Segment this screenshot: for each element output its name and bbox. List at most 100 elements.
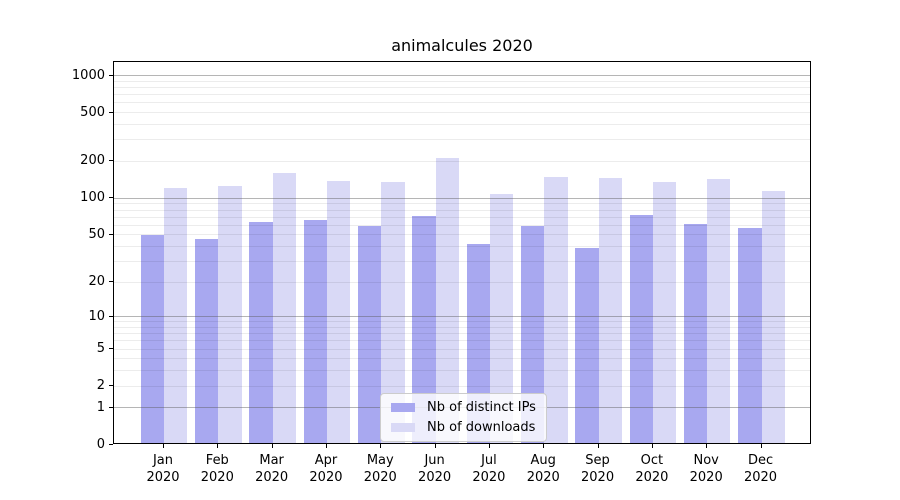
x-tick-label-dec: Dec 2020 [743,453,778,485]
bar-downloads-oct [652,182,677,443]
gridline-600 [114,102,810,104]
y-tick-label-5: 5 [96,341,105,357]
y-tick-label-0: 0 [96,437,105,452]
x-tick-label-oct: Oct 2020 [635,453,669,485]
bar-distinct-ips-may [357,225,382,443]
bar-distinct-ips-nov [683,223,708,443]
y-tick-label-10: 10 [88,308,105,324]
x-tick-oct [651,444,653,448]
gridline-9 [114,321,810,323]
y-tick-label-500: 500 [80,104,105,120]
gridline-50 [114,234,810,236]
gridline-800 [114,87,810,89]
x-tick-label-nov: Nov 2020 [689,453,723,485]
y-tick-label-1000: 1000 [71,67,105,83]
x-tick-dec [760,444,762,448]
y-tick-500 [109,111,113,113]
legend-label-distinct-ips: Nb of distinct IPs [427,400,536,415]
y-tick-1000 [109,74,113,76]
y-tick-5 [109,348,113,350]
gridline-60 [114,224,810,226]
gridline-200 [114,160,810,162]
legend-entry-distinct-ips: Nb of distinct IPs [391,400,536,415]
legend-swatch-distinct-ips [391,403,415,412]
bar-downloads-dec [761,190,785,443]
gridline-6 [114,340,810,342]
gridline-5 [114,348,810,350]
x-tick-aug [543,444,545,448]
bar-distinct-ips-jun [412,216,436,443]
gridline-80 [114,209,810,211]
x-tick-label-mar: Mar 2020 [255,453,289,485]
bar-distinct-ips-apr [303,219,327,443]
x-tick-label-jul: Jul 2020 [472,453,506,485]
x-tick-apr [325,444,327,448]
y-tick-label-1: 1 [96,399,105,415]
x-tick-label-jan: Jan 2020 [146,453,180,485]
bar-downloads-feb [218,186,242,443]
bar-distinct-ips-feb [195,238,219,443]
y-tick-label-2: 2 [96,378,105,394]
x-tick-label-feb: Feb 2020 [200,453,234,485]
x-tick-jul [488,444,490,448]
gridline-4 [114,358,810,360]
bar-distinct-ips-oct [629,214,653,443]
gridline-70 [114,216,810,218]
y-tick-20 [109,281,113,283]
gridline-1000 [114,75,810,77]
gridline-2 [114,385,810,387]
plot-area: Nb of distinct IPs Nb of downloads [113,61,811,444]
y-tick-label-200: 200 [80,153,105,169]
bar-downloads-may [381,182,405,443]
bar-downloads-aug [544,176,568,443]
x-tick-sep [597,444,599,448]
x-tick-label-aug: Aug 2020 [526,453,560,485]
y-tick-label-20: 20 [88,274,105,290]
bar-downloads-sep [598,178,622,443]
x-tick-label-sep: Sep 2020 [581,453,615,485]
gridline-900 [114,80,810,82]
x-tick-jun [434,444,436,448]
gridline-20 [114,281,810,283]
gridline-3 [114,370,810,372]
bar-distinct-ips-sep [575,247,599,443]
gridline-30 [114,260,810,262]
y-tick-200 [109,160,113,162]
bar-downloads-nov [707,178,731,443]
bar-downloads-jan [164,188,188,443]
gridline-700 [114,94,810,96]
gridline-100 [114,197,810,199]
bar-downloads-jul [489,194,514,443]
y-tick-10 [109,315,113,317]
bar-distinct-ips-dec [738,228,762,443]
chart-title: animalcules 2020 [391,36,533,55]
y-tick-0 [109,444,113,445]
bar-downloads-mar [272,172,296,443]
bar-distinct-ips-jan [140,235,164,443]
bar-downloads-jun [435,157,459,443]
y-tick-label-100: 100 [80,190,105,206]
x-tick-feb [217,444,219,448]
bar-distinct-ips-mar [249,222,273,443]
y-tick-100 [109,197,113,199]
gridline-10 [114,316,810,318]
gridline-8 [114,327,810,329]
bar-distinct-ips-aug [520,226,545,443]
x-tick-jan [163,444,164,448]
gridline-40 [114,245,810,247]
x-tick-label-jun: Jun 2020 [418,453,452,485]
y-tick-1 [109,406,113,408]
y-tick-label-50: 50 [88,226,105,242]
gridline-7 [114,333,810,335]
legend-entry-downloads: Nb of downloads [391,420,536,435]
gridline-500 [114,112,810,114]
x-tick-may [380,444,382,448]
legend-label-downloads: Nb of downloads [427,420,536,435]
x-tick-nov [706,444,708,448]
x-tick-label-apr: Apr 2020 [309,453,343,485]
y-tick-50 [109,233,113,235]
gridline-90 [114,203,810,205]
gridline-400 [114,124,810,126]
x-tick-mar [271,444,273,448]
